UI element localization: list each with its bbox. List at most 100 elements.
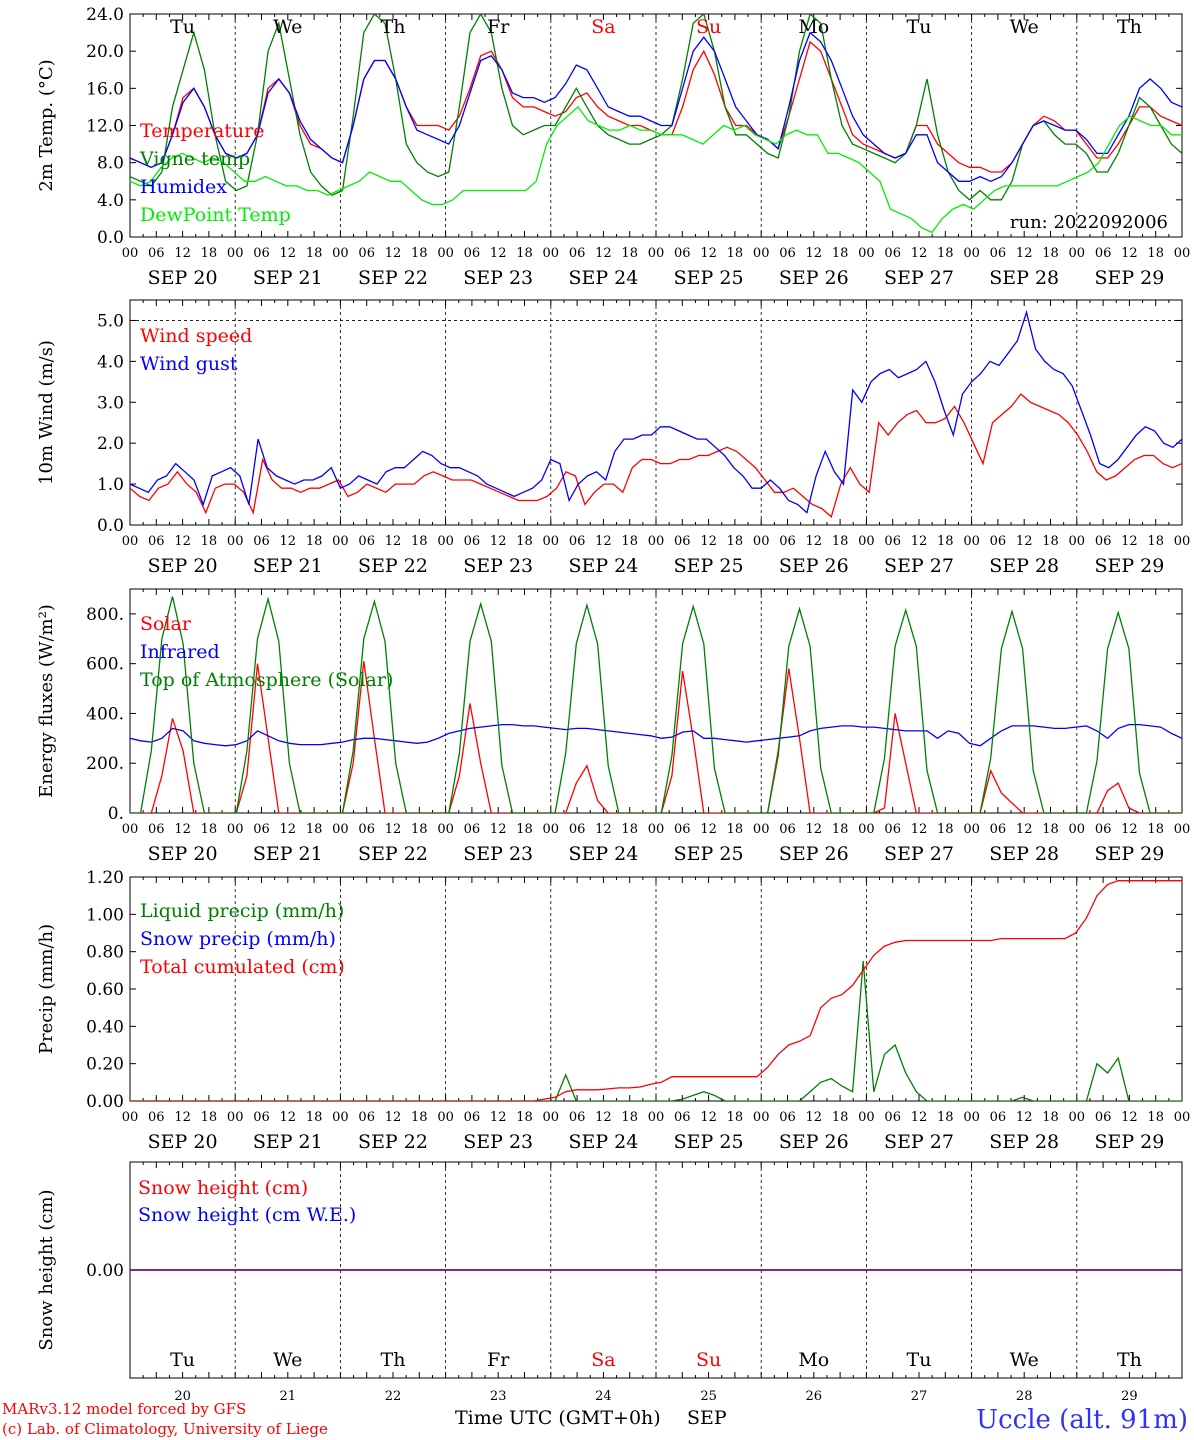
day-number-label: 22 xyxy=(385,1389,402,1404)
legend-label: Vigne temp xyxy=(139,148,250,170)
y-tick-label: 0.0 xyxy=(97,228,124,248)
day-number-label: 26 xyxy=(806,1389,823,1404)
hour-label: 18 xyxy=(201,822,218,837)
y-tick-label: 0.00 xyxy=(86,1092,124,1112)
hour-label: 00 xyxy=(858,822,875,837)
hour-label: 12 xyxy=(385,1110,402,1125)
hour-label: 00 xyxy=(648,246,665,261)
hour-label: 18 xyxy=(1147,534,1164,549)
hour-label: 06 xyxy=(253,246,270,261)
day-number-label: 28 xyxy=(1016,1389,1033,1404)
hour-label: 18 xyxy=(516,246,533,261)
hour-label: 18 xyxy=(727,1110,744,1125)
weekday-label: Tu xyxy=(170,16,195,38)
hour-label: 12 xyxy=(1016,534,1033,549)
y-tick-label: 20.0 xyxy=(86,42,124,62)
hour-label: 00 xyxy=(437,534,454,549)
hour-label: 06 xyxy=(674,246,691,261)
hour-label: 18 xyxy=(1042,1110,1059,1125)
hour-label: 00 xyxy=(963,246,980,261)
hour-label: 18 xyxy=(516,1110,533,1125)
hour-label: 18 xyxy=(411,1110,428,1125)
series-line xyxy=(130,14,1182,201)
y-tick-label: 1.0 xyxy=(97,475,124,495)
hour-label: 00 xyxy=(227,534,244,549)
hour-label: 00 xyxy=(437,822,454,837)
y-tick-label: 0.40 xyxy=(86,1017,124,1037)
hour-label: 00 xyxy=(963,822,980,837)
day-number-label: 21 xyxy=(280,1389,297,1404)
weekday-label: Sa xyxy=(591,16,615,38)
day-number-label: 24 xyxy=(595,1389,612,1404)
hour-label: 00 xyxy=(227,1110,244,1125)
hour-label: 18 xyxy=(832,1110,849,1125)
hour-label: 12 xyxy=(490,1110,507,1125)
day-number-label: 20 xyxy=(174,1389,191,1404)
hour-label: 06 xyxy=(779,534,796,549)
hour-label: 18 xyxy=(937,246,954,261)
hour-label: 00 xyxy=(648,822,665,837)
day-number-label: 29 xyxy=(1121,1389,1138,1404)
hour-label: 12 xyxy=(385,534,402,549)
legend-label: DewPoint Temp xyxy=(140,204,291,226)
hour-label: 00 xyxy=(122,1110,139,1125)
date-label: SEP 24 xyxy=(568,1131,638,1153)
weekday-label: Tu xyxy=(907,16,932,38)
date-label: SEP 20 xyxy=(148,843,218,865)
hour-label: 00 xyxy=(332,534,349,549)
y-tick-label: 5.0 xyxy=(97,311,124,331)
hour-label: 12 xyxy=(1016,246,1033,261)
plot-frame xyxy=(129,299,1183,526)
weekday-label: Th xyxy=(381,1349,406,1371)
hour-label: 12 xyxy=(806,246,823,261)
legend-label: Snow height (cm W.E.) xyxy=(138,1204,356,1226)
date-label: SEP 27 xyxy=(884,1131,954,1153)
weekday-label: Th xyxy=(1117,16,1142,38)
y-tick-label: 8.0 xyxy=(97,154,124,174)
date-label: SEP 22 xyxy=(358,1131,428,1153)
weekday-label: Tu xyxy=(170,1349,195,1371)
hour-label: 00 xyxy=(648,534,665,549)
hour-label: 06 xyxy=(464,534,481,549)
hour-label: 12 xyxy=(1121,1110,1138,1125)
hour-label: 06 xyxy=(990,822,1007,837)
hour-label: 06 xyxy=(779,822,796,837)
y-axis-label: Energy fluxes (W/m²) xyxy=(36,604,57,798)
hour-label: 00 xyxy=(1174,246,1191,261)
hour-label: 00 xyxy=(963,534,980,549)
hour-label: 00 xyxy=(332,822,349,837)
hour-label: 00 xyxy=(1069,822,1086,837)
y-tick-label: 2.0 xyxy=(97,434,124,454)
date-label: SEP 21 xyxy=(253,267,323,289)
date-label: SEP 24 xyxy=(568,267,638,289)
hour-label: 00 xyxy=(858,534,875,549)
hour-label: 00 xyxy=(1174,1110,1191,1125)
y-tick-label: 0.60 xyxy=(86,980,124,1000)
hour-label: 06 xyxy=(990,246,1007,261)
weekday-label: Su xyxy=(696,16,721,38)
hour-label: 18 xyxy=(411,534,428,549)
hour-label: 06 xyxy=(569,246,586,261)
y-tick-label: 24.0 xyxy=(86,5,124,25)
hour-label: 18 xyxy=(937,1110,954,1125)
date-label: SEP 28 xyxy=(989,1131,1059,1153)
hour-label: 00 xyxy=(543,246,560,261)
date-label: SEP 21 xyxy=(253,555,323,577)
date-label: SEP 23 xyxy=(463,267,533,289)
panels: 0.0 4.0 8.0 12.0 16.0 20.0 24.0 2m Temp. (°C) Te… xyxy=(36,5,1190,1404)
legend-label: Wind speed xyxy=(140,325,252,347)
date-label: SEP 26 xyxy=(779,555,849,577)
weekday-label: Tu xyxy=(907,1349,932,1371)
hour-label: 18 xyxy=(306,534,323,549)
station-name: Uccle (alt. 91m) xyxy=(976,1405,1188,1435)
y-axis-label: Precip (mm/h) xyxy=(36,924,57,1054)
hour-label: 00 xyxy=(543,1110,560,1125)
hour-label: 18 xyxy=(832,534,849,549)
hour-label: 18 xyxy=(1042,534,1059,549)
hour-label: 00 xyxy=(1174,534,1191,549)
hour-label: 12 xyxy=(1121,822,1138,837)
y-tick-label: 1.00 xyxy=(86,905,124,925)
date-label: SEP 22 xyxy=(358,555,428,577)
weekday-label: Th xyxy=(381,16,406,38)
hour-label: 06 xyxy=(148,246,165,261)
